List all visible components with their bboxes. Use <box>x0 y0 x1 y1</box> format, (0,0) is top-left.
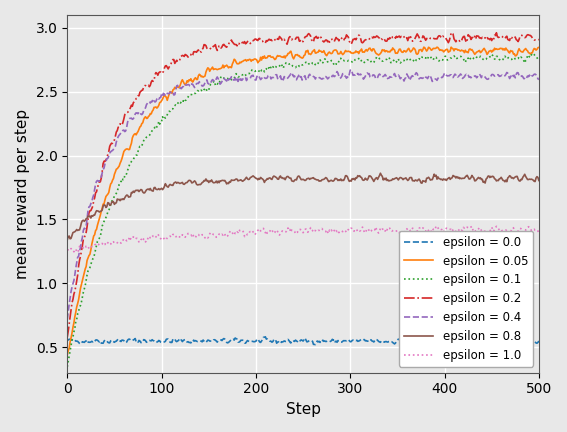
epsilon = 0.05 <box>420 44 427 50</box>
epsilon = 0.8 <box>373 175 380 180</box>
epsilon = 0.8 <box>181 182 188 187</box>
epsilon = 0.8 <box>455 175 462 180</box>
epsilon = 0.0 <box>535 338 542 343</box>
epsilon = 0.05 <box>367 48 374 53</box>
Legend: epsilon = 0.0, epsilon = 0.05, epsilon = 0.1, epsilon = 0.2, epsilon = 0.4, epsi: epsilon = 0.0, epsilon = 0.05, epsilon =… <box>399 231 533 367</box>
epsilon = 0.4 <box>201 83 208 88</box>
Line: epsilon = 1.0: epsilon = 1.0 <box>67 226 539 252</box>
epsilon = 0.4 <box>235 76 242 82</box>
epsilon = 1.0 <box>433 223 439 229</box>
epsilon = 0.4 <box>535 77 542 82</box>
epsilon = 1.0 <box>64 248 71 253</box>
epsilon = 0.1 <box>454 55 461 60</box>
epsilon = 1.0 <box>236 228 243 233</box>
epsilon = 0.1 <box>201 87 208 92</box>
epsilon = 0.2 <box>235 41 242 47</box>
epsilon = 0.8 <box>64 237 71 242</box>
epsilon = 0.4 <box>374 75 381 80</box>
Line: epsilon = 0.05: epsilon = 0.05 <box>67 47 539 355</box>
epsilon = 0.0 <box>201 339 208 344</box>
epsilon = 0.1 <box>529 51 536 56</box>
epsilon = 1.0 <box>456 227 463 232</box>
epsilon = 0.2 <box>201 42 208 47</box>
Line: epsilon = 0.4: epsilon = 0.4 <box>67 70 539 320</box>
epsilon = 0.2 <box>373 33 380 38</box>
epsilon = 0.0 <box>181 337 188 343</box>
epsilon = 0.1 <box>367 59 374 64</box>
epsilon = 1.0 <box>369 227 375 232</box>
epsilon = 0.0 <box>235 340 242 345</box>
epsilon = 0.0 <box>455 338 462 343</box>
epsilon = 0.05 <box>373 51 380 57</box>
epsilon = 0.2 <box>535 37 542 42</box>
epsilon = 0.0 <box>469 343 476 348</box>
epsilon = 0.05 <box>201 74 208 79</box>
epsilon = 0.05 <box>64 352 71 357</box>
epsilon = 0.2 <box>448 30 455 35</box>
epsilon = 0.05 <box>181 81 188 86</box>
epsilon = 0.2 <box>455 37 462 42</box>
epsilon = 0.4 <box>369 75 375 80</box>
epsilon = 0.8 <box>535 178 542 183</box>
epsilon = 0.05 <box>455 47 462 52</box>
epsilon = 1.0 <box>535 228 542 233</box>
epsilon = 0.2 <box>367 36 374 41</box>
epsilon = 0.8 <box>201 178 208 183</box>
epsilon = 0.1 <box>535 58 542 63</box>
epsilon = 0.0 <box>64 337 71 343</box>
epsilon = 0.4 <box>455 73 462 79</box>
Line: epsilon = 0.1: epsilon = 0.1 <box>67 53 539 367</box>
epsilon = 0.1 <box>181 100 188 105</box>
epsilon = 0.1 <box>64 364 71 369</box>
epsilon = 0.05 <box>235 61 242 66</box>
Y-axis label: mean reward per step: mean reward per step <box>15 109 30 279</box>
epsilon = 1.0 <box>182 235 189 240</box>
Line: epsilon = 0.2: epsilon = 0.2 <box>67 32 539 337</box>
epsilon = 0.4 <box>348 67 354 72</box>
epsilon = 1.0 <box>74 250 81 255</box>
epsilon = 0.4 <box>181 82 188 87</box>
epsilon = 0.1 <box>235 74 242 79</box>
epsilon = 0.8 <box>235 178 242 183</box>
epsilon = 0.8 <box>367 174 374 179</box>
epsilon = 0.0 <box>374 338 381 343</box>
Line: epsilon = 0.8: epsilon = 0.8 <box>67 173 539 240</box>
epsilon = 0.4 <box>64 317 71 322</box>
epsilon = 0.0 <box>369 338 375 343</box>
epsilon = 0.2 <box>181 54 188 59</box>
X-axis label: Step: Step <box>286 402 320 417</box>
epsilon = 1.0 <box>374 229 381 234</box>
epsilon = 0.8 <box>377 171 384 176</box>
epsilon = 0.0 <box>262 334 269 340</box>
epsilon = 1.0 <box>202 235 209 240</box>
epsilon = 0.1 <box>373 54 380 60</box>
epsilon = 0.05 <box>535 45 542 50</box>
epsilon = 0.2 <box>64 334 71 340</box>
Line: epsilon = 0.0: epsilon = 0.0 <box>67 337 539 345</box>
